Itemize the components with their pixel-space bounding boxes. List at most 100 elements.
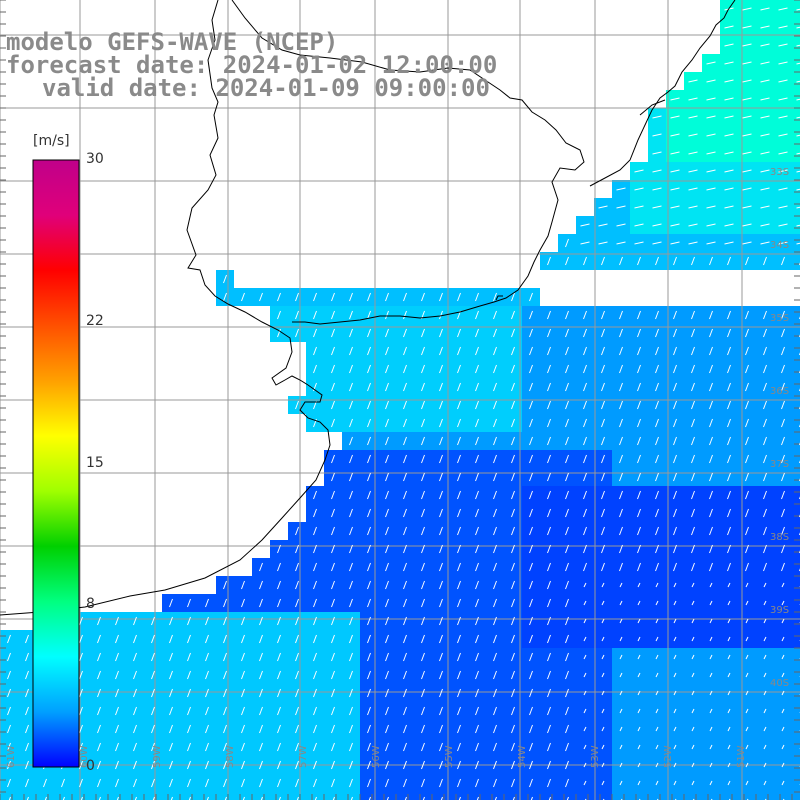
wind-arrow [709, 600, 713, 606]
wind-arrow [205, 778, 209, 788]
wind-arrow [403, 310, 407, 320]
wind-arrow [637, 472, 641, 482]
wind-arrow [655, 256, 659, 266]
wind-arrow [727, 454, 731, 464]
wind-arrow [781, 780, 785, 786]
wind-arrow [547, 688, 551, 698]
wind-arrow [223, 724, 227, 734]
wind-arrow [781, 744, 785, 750]
wind-arrow [796, 188, 800, 191]
wind-arrow [709, 526, 713, 536]
wind-arrow [439, 598, 443, 608]
wind-arrow [745, 382, 749, 392]
wind-arrow [295, 292, 299, 302]
wind-arrow [439, 742, 443, 752]
wind-arrow [457, 436, 461, 446]
wind-arrow [547, 418, 551, 428]
wind-arrow [475, 508, 479, 518]
wind-arrow [565, 760, 569, 770]
wind-arrow [637, 310, 641, 320]
wind-arrow [691, 600, 695, 606]
wind-arrow [313, 562, 317, 572]
wind-arrow [385, 400, 389, 410]
wind-arrow [241, 616, 245, 626]
wind-arrow [349, 436, 353, 446]
wind-arrow [97, 688, 101, 698]
wind-cell [792, 378, 800, 396]
wind-arrow [421, 724, 425, 734]
wind-arrow [763, 400, 767, 410]
wind-arrow [745, 328, 749, 338]
wind-arrow [511, 418, 515, 428]
wind-arrow [403, 436, 407, 446]
wind-arrow [421, 328, 425, 338]
wind-arrow [457, 742, 461, 752]
wind-arrow [313, 688, 317, 698]
wind-arrow [781, 708, 785, 714]
wind-arrow [673, 544, 677, 554]
wind-arrow [529, 544, 533, 554]
wind-arrow [223, 292, 227, 302]
wind-arrow [313, 634, 317, 644]
wind-arrow [223, 580, 227, 590]
wind-arrow [367, 724, 371, 734]
wind-arrow [313, 652, 317, 662]
wind-arrow [295, 778, 299, 788]
wind-cell [36, 792, 54, 800]
wind-arrow [169, 724, 173, 734]
wind-arrow [691, 490, 695, 500]
wind-arrow [778, 79, 788, 83]
wind-arrow [727, 744, 731, 750]
wind-arrow [493, 364, 497, 374]
wind-arrow [673, 346, 677, 356]
wind-arrow [475, 544, 479, 554]
wind-arrow [763, 328, 767, 338]
wind-cell [324, 792, 342, 800]
wind-arrow [259, 562, 263, 572]
wind-arrow [655, 562, 659, 572]
wind-arrow [259, 670, 263, 680]
wind-arrow [781, 618, 785, 624]
wind-arrow [295, 724, 299, 734]
wind-arrow [493, 490, 497, 500]
wind-arrow [601, 780, 605, 786]
wind-arrow [688, 223, 698, 227]
wind-arrow [634, 241, 644, 245]
wind-cell [432, 792, 450, 800]
wind-arrow [512, 796, 515, 800]
wind-arrow [673, 310, 677, 320]
wind-arrow [25, 742, 29, 752]
wind-arrow [547, 364, 551, 374]
wind-arrow [349, 760, 353, 770]
wind-arrow [601, 364, 605, 374]
wind-arrow [439, 616, 443, 626]
wind-arrow [97, 616, 101, 626]
wind-arrow [385, 454, 389, 464]
wind-arrow [493, 616, 497, 626]
wind-arrow [760, 25, 770, 29]
wind-arrow [548, 796, 551, 800]
wind-arrow [331, 472, 335, 482]
wind-cell [792, 792, 800, 800]
wind-arrow [223, 706, 227, 716]
wind-arrow [7, 688, 11, 698]
wind-arrow [565, 580, 569, 590]
wind-arrow [745, 436, 749, 446]
wind-arrow [706, 79, 716, 83]
wind-arrow [277, 760, 281, 770]
wind-arrow [133, 706, 137, 716]
wind-arrow [742, 187, 752, 191]
wind-arrow [349, 778, 353, 788]
wind-arrow [169, 760, 173, 770]
wind-cell [792, 180, 800, 198]
wind-arrow [583, 744, 587, 750]
wind-arrow [763, 346, 767, 356]
wind-arrow [760, 115, 770, 119]
wind-arrow [277, 544, 281, 554]
wind-arrow [673, 618, 677, 624]
wind-arrow [760, 169, 770, 173]
wind-arrow [778, 61, 788, 65]
wind-arrow [349, 346, 353, 356]
wind-arrow [583, 672, 587, 678]
wind-arrow [742, 223, 752, 227]
